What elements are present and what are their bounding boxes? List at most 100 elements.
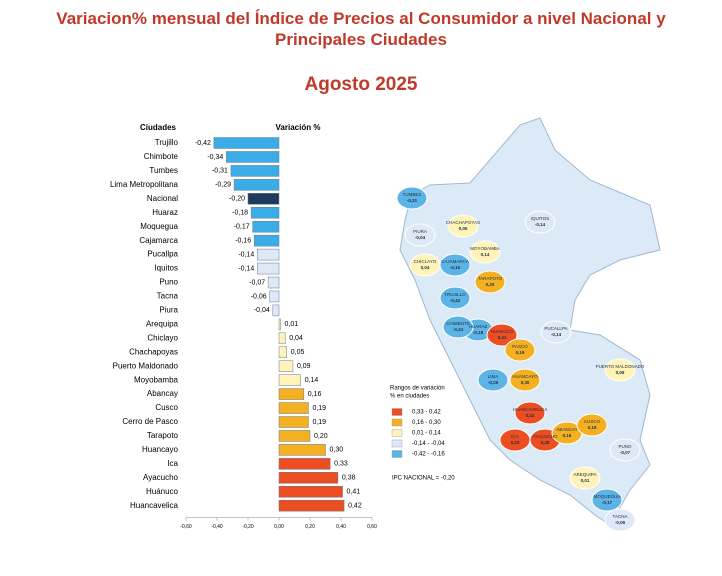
bar bbox=[253, 234, 280, 247]
bar bbox=[250, 207, 280, 219]
legend-label: 0,33 - 0,42 bbox=[412, 410, 441, 416]
bar bbox=[267, 276, 280, 289]
category-label: Ayacucho bbox=[143, 473, 179, 482]
x-tick-label: 0,40 bbox=[336, 524, 346, 530]
map-value: -0,14 bbox=[551, 332, 562, 337]
bar bbox=[213, 137, 280, 149]
subtitle: Agosto 2025 bbox=[304, 74, 418, 95]
map-label: HUANCAYO bbox=[512, 374, 538, 379]
map-region bbox=[569, 466, 601, 490]
bar bbox=[278, 346, 287, 358]
map-label: MOYOBAMBA bbox=[470, 246, 500, 251]
x-tick-label: 0,60 bbox=[367, 524, 377, 530]
bar bbox=[278, 416, 309, 428]
map-value: 0,38 bbox=[541, 440, 550, 445]
x-tick-label: 0,20 bbox=[305, 524, 315, 530]
map-region bbox=[439, 253, 471, 277]
category-label: Huancayo bbox=[142, 445, 179, 454]
value-label: -0,17 bbox=[234, 224, 250, 231]
category-label: Chimbote bbox=[144, 152, 179, 161]
bar bbox=[272, 304, 280, 317]
category-label: Puerto Maldonado bbox=[113, 361, 179, 370]
bar bbox=[233, 179, 280, 191]
value-label: 0,19 bbox=[312, 405, 326, 412]
map-value: -0,34 bbox=[453, 327, 464, 332]
map-value: 0,19 bbox=[516, 350, 525, 355]
value-label: -0,18 bbox=[232, 210, 248, 217]
map-value: 0,05 bbox=[459, 226, 468, 231]
value-label: 0,41 bbox=[347, 489, 361, 496]
map-value: -0,42 bbox=[450, 298, 461, 303]
bar bbox=[278, 444, 326, 456]
title-line: Variacion% mensual del Índice de Precios… bbox=[56, 9, 666, 28]
value-label: -0,34 bbox=[207, 154, 223, 161]
bar bbox=[278, 388, 305, 400]
map-value: -0,04 bbox=[415, 235, 426, 240]
value-label: -0,14 bbox=[238, 265, 254, 272]
map-region bbox=[396, 186, 428, 210]
map-label: PIURA bbox=[413, 229, 427, 234]
value-label: -0,04 bbox=[254, 307, 270, 314]
map-label: CAJAMARCA bbox=[441, 259, 469, 264]
value-label: 0,20 bbox=[314, 433, 328, 440]
map-value: 0,16 bbox=[563, 433, 572, 438]
category-label: Tarapoto bbox=[147, 431, 179, 440]
map-value: -0,16 bbox=[450, 265, 461, 270]
map-label: LIMA bbox=[488, 374, 499, 379]
map-region bbox=[442, 315, 474, 339]
value-label: -0,14 bbox=[238, 251, 254, 258]
bar bbox=[278, 486, 343, 498]
map-region bbox=[604, 358, 636, 382]
map-region bbox=[404, 223, 436, 247]
value-label: 0,05 bbox=[291, 349, 305, 356]
value-label: 0,19 bbox=[312, 419, 326, 426]
bar bbox=[278, 499, 345, 512]
bar bbox=[257, 248, 280, 261]
category-label: Huánuco bbox=[146, 487, 179, 496]
map-region bbox=[477, 368, 509, 392]
bar bbox=[257, 262, 280, 275]
map-label: TARAPOTO bbox=[478, 276, 503, 281]
map-value: -0,31 bbox=[407, 198, 418, 203]
map-outline bbox=[399, 117, 661, 526]
category-label: Huancavelica bbox=[130, 501, 179, 510]
map-label: TRUJILLO bbox=[444, 292, 466, 297]
x-tick-label: -0,20 bbox=[242, 524, 254, 530]
bar bbox=[278, 430, 311, 442]
map-region bbox=[486, 323, 518, 347]
category-label: Trujillo bbox=[155, 138, 179, 147]
category-label: Tacna bbox=[157, 292, 179, 301]
title: Variacion% mensual del Índice de Precios… bbox=[0, 8, 722, 50]
value-label: -0,07 bbox=[249, 279, 265, 286]
map-value: -0,06 bbox=[615, 520, 626, 525]
category-label: Iquitos bbox=[154, 264, 178, 273]
map-region bbox=[504, 338, 536, 362]
category-label: Arequipa bbox=[146, 319, 179, 328]
map-value: 0,14 bbox=[481, 252, 490, 257]
bar bbox=[230, 165, 280, 177]
title-line: Principales Ciudades bbox=[275, 30, 447, 49]
value-label: 0,16 bbox=[308, 391, 322, 398]
legend-swatch bbox=[391, 429, 403, 437]
map-value: -0,29 bbox=[488, 380, 499, 385]
map-region bbox=[604, 508, 636, 532]
map-region bbox=[524, 210, 556, 234]
category-label: Tumbes bbox=[149, 166, 178, 175]
category-label: Abancay bbox=[147, 389, 178, 398]
map-label: PUNO bbox=[618, 444, 632, 449]
category-label: Cusco bbox=[155, 403, 178, 412]
bar bbox=[269, 290, 280, 303]
category-label: Puno bbox=[159, 278, 178, 287]
value-label: -0,20 bbox=[229, 196, 245, 203]
value-label: 0,30 bbox=[330, 447, 344, 454]
map-value: 0,09 bbox=[616, 370, 625, 375]
map-label: PUERTO MALDONADO bbox=[596, 364, 645, 369]
category-label: Huaraz bbox=[152, 208, 178, 217]
x-tick-label: -0,40 bbox=[211, 524, 223, 530]
value-label: -0,06 bbox=[251, 293, 267, 300]
map-label: ABANCAY bbox=[556, 427, 577, 432]
map-label: HUANUCO bbox=[491, 329, 514, 334]
map-label: IQUITOS bbox=[531, 216, 549, 221]
x-tick-label: -0,60 bbox=[180, 524, 192, 530]
